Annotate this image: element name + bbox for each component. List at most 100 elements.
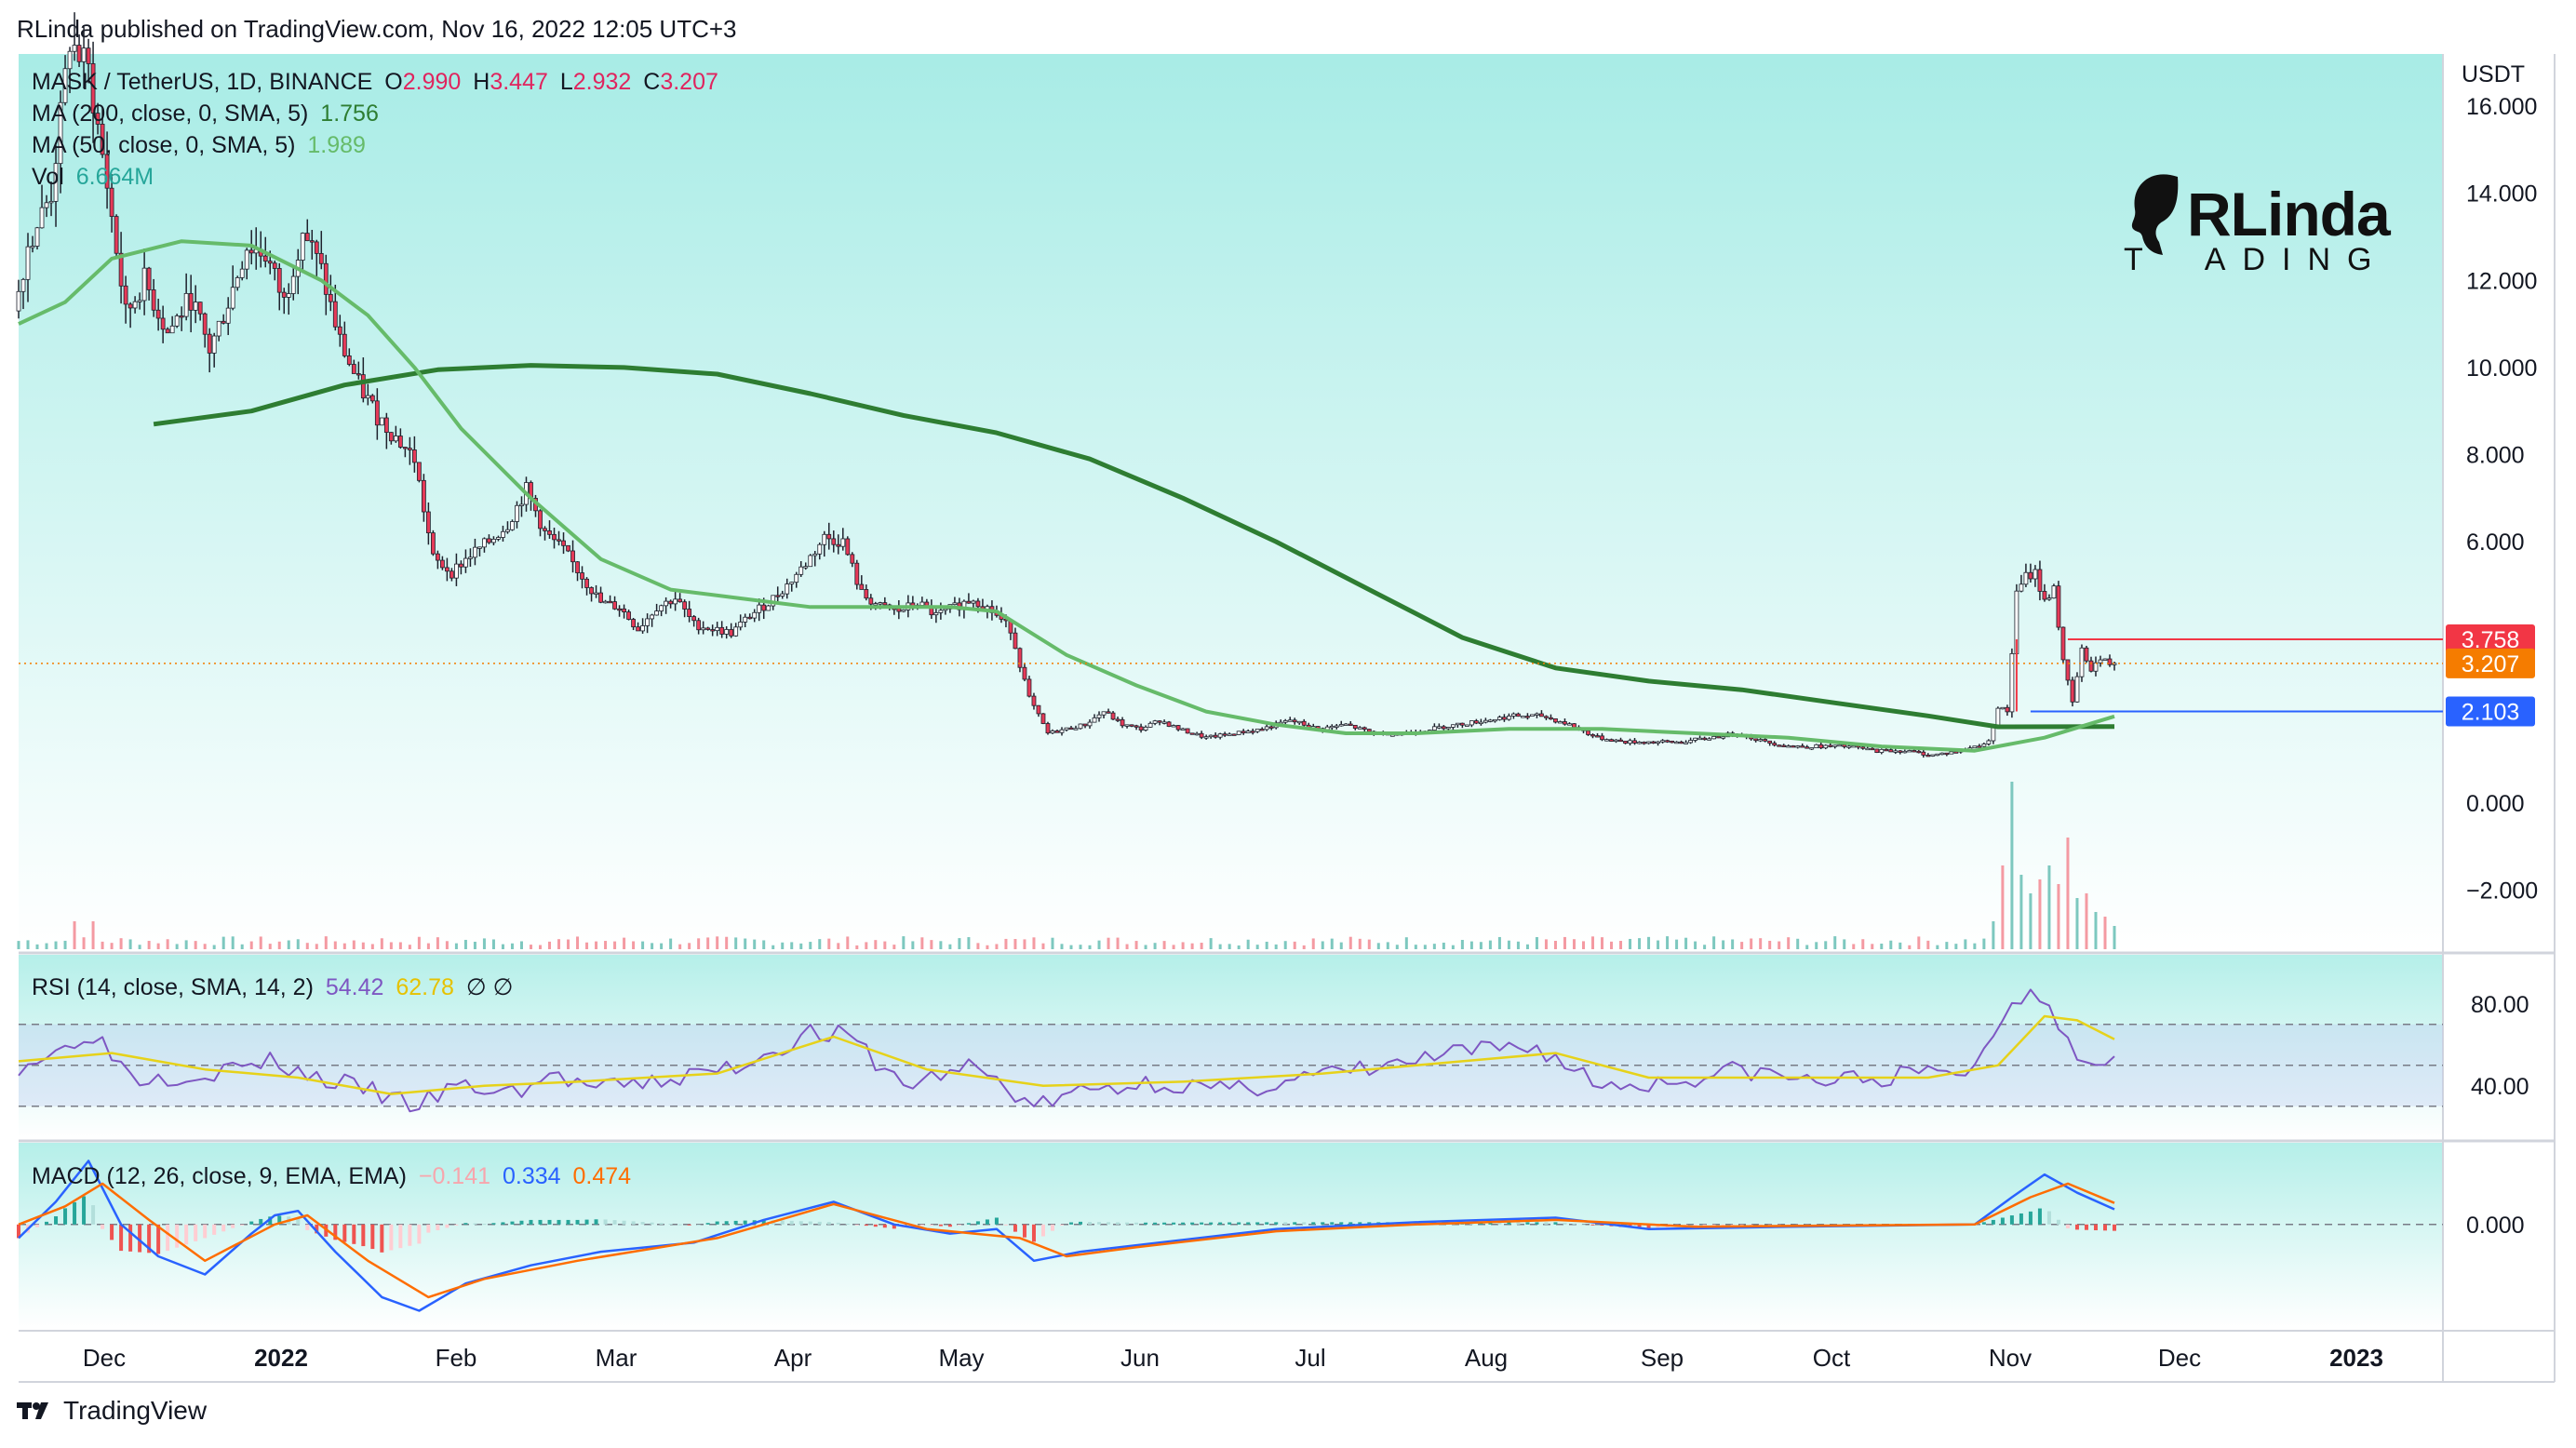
candle-body <box>775 595 781 597</box>
macd-hist-bar <box>1088 1222 1093 1225</box>
tradingview-footer[interactable]: TradingView <box>17 1396 207 1426</box>
volume-bar <box>408 945 411 949</box>
candle-body <box>1935 753 1940 757</box>
candle-body <box>1464 724 1469 727</box>
macd-hist-bar <box>194 1224 198 1241</box>
candle-body <box>1455 722 1460 726</box>
candle-body <box>1329 725 1335 729</box>
volume-bar <box>762 940 766 949</box>
candle-body <box>1809 747 1815 750</box>
macd-hist-bar <box>966 1223 971 1225</box>
candle-body <box>188 292 194 311</box>
macd-hist-bar <box>482 1224 487 1226</box>
candle-body <box>1711 735 1717 740</box>
volume-bar <box>1516 941 1520 949</box>
candle-body <box>519 503 524 506</box>
macd-hist-bar <box>975 1221 980 1225</box>
candle-body <box>696 620 702 631</box>
volume-bar <box>138 945 141 949</box>
candle-body <box>1893 750 1898 753</box>
volume-bar <box>613 941 617 949</box>
volume-bar <box>482 938 486 949</box>
volume-bar <box>1051 937 1054 949</box>
macd-hist-bar <box>510 1221 515 1225</box>
volume-bar <box>706 937 710 949</box>
volume-bar <box>1759 938 1763 949</box>
macd-hist-bar <box>175 1224 180 1248</box>
macd-hist-bar <box>547 1219 552 1225</box>
macd-hist-bar <box>1656 1224 1660 1229</box>
price-label-text: 3.207 <box>2462 651 2520 677</box>
volume-bar <box>1321 941 1324 949</box>
volume-bar <box>305 943 309 949</box>
macd-hist-bar <box>54 1216 59 1225</box>
candle-body <box>1143 726 1148 731</box>
price-tick-label: 14.000 <box>2466 181 2537 208</box>
candle-body <box>379 417 384 426</box>
candle-body <box>1758 739 1764 742</box>
candle-body <box>151 289 156 311</box>
macd-hist-bar <box>1311 1222 1316 1225</box>
macd-hist-bar <box>1079 1221 1083 1225</box>
volume-bar <box>2066 838 2070 949</box>
macd-hist-bar <box>1544 1222 1549 1225</box>
candle-body <box>2098 659 2103 664</box>
macd-hist-bar <box>398 1224 403 1249</box>
candle-body <box>1702 737 1708 741</box>
macd-hist-bar <box>854 1224 859 1226</box>
macd-hist-bar <box>436 1224 440 1230</box>
volume-bar <box>1936 945 1939 949</box>
candle-body <box>1646 741 1651 744</box>
ma50-legend: MA (50, close, 0, SMA, 5) 1.989 <box>32 132 371 159</box>
candle-body <box>2065 659 2071 681</box>
macd-hist-bar <box>63 1208 68 1225</box>
candle-body <box>1628 740 1632 744</box>
candle-body <box>1092 717 1097 723</box>
candle-body <box>468 556 473 559</box>
candle-body <box>622 608 626 612</box>
macd-hist-bar <box>1330 1222 1335 1225</box>
candle-body <box>487 538 491 543</box>
volume-bar <box>417 936 421 949</box>
macd-hist-bar <box>1069 1222 1074 1225</box>
volume-bar <box>1423 945 1427 949</box>
candle-body <box>1189 732 1195 735</box>
volume-bar <box>1657 940 1660 949</box>
candle-body <box>179 315 184 318</box>
ma200-legend: MA (200, close, 0, SMA, 5) 1.756 <box>32 101 384 127</box>
macd-hist-bar <box>380 1224 384 1253</box>
candle-body <box>388 432 394 442</box>
candle-body <box>16 290 21 312</box>
volume-bar <box>1237 945 1241 949</box>
candle-body <box>673 598 678 605</box>
volume-bar <box>315 944 318 949</box>
volume-bar <box>1544 939 1548 949</box>
candle-body <box>90 63 96 114</box>
macd-hist-bar <box>212 1224 217 1235</box>
volume-bar <box>1563 936 1566 949</box>
candle-body <box>407 448 412 450</box>
volume-bar <box>1880 943 1884 949</box>
macd-hist-bar <box>882 1224 887 1228</box>
macd-hist-bar <box>1553 1222 1558 1225</box>
macd-hist-bar <box>789 1220 794 1225</box>
candle-body <box>235 276 240 288</box>
volume-bar <box>1255 945 1259 949</box>
volume-bar <box>1330 938 1334 949</box>
candle-body <box>1362 727 1367 730</box>
volume-bar <box>753 939 757 949</box>
volume-bar <box>1601 937 1604 949</box>
candle-body <box>20 278 26 292</box>
macd-hist-bar <box>203 1224 208 1239</box>
macd-hist-bar <box>1516 1222 1521 1225</box>
candle-body <box>1930 754 1936 757</box>
macd-hist-bar <box>864 1224 868 1227</box>
candle-body <box>1884 748 1889 752</box>
candle-body <box>1013 632 1018 650</box>
candle-body <box>1040 713 1046 724</box>
volume-bar <box>1982 938 1986 949</box>
macd-hist-bar <box>342 1224 347 1242</box>
candle-body <box>1152 720 1158 724</box>
candle-body <box>1925 755 1931 758</box>
